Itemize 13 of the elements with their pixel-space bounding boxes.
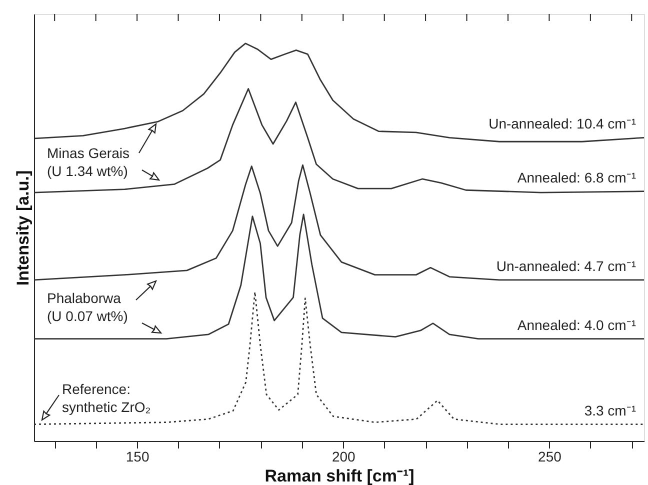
annotation: Minas Gerais (U 1.34 wt%)	[47, 145, 130, 179]
y-axis-title: Intensity [a.u.]	[14, 170, 32, 286]
series-label: 3.3 cm⁻¹	[584, 402, 636, 418]
series-label: Un-annealed: 4.7 cm⁻¹	[496, 258, 636, 274]
x-tick-label: 250	[538, 448, 562, 464]
x-tick-label: 200	[332, 448, 356, 464]
series-label: Annealed: 6.8 cm⁻¹	[517, 169, 636, 186]
series-label: Annealed: 4.0 cm⁻¹	[517, 316, 636, 333]
annotation: Reference: synthetic ZrO₂	[62, 381, 151, 415]
x-tick-label: 150	[126, 448, 150, 464]
annotation: Phalaborwa (U 0.07 wt%)	[47, 290, 128, 324]
x-axis-title: Raman shift [cm⁻¹]	[264, 466, 414, 485]
series-label: Un-annealed: 10.4 cm⁻¹	[488, 116, 636, 132]
